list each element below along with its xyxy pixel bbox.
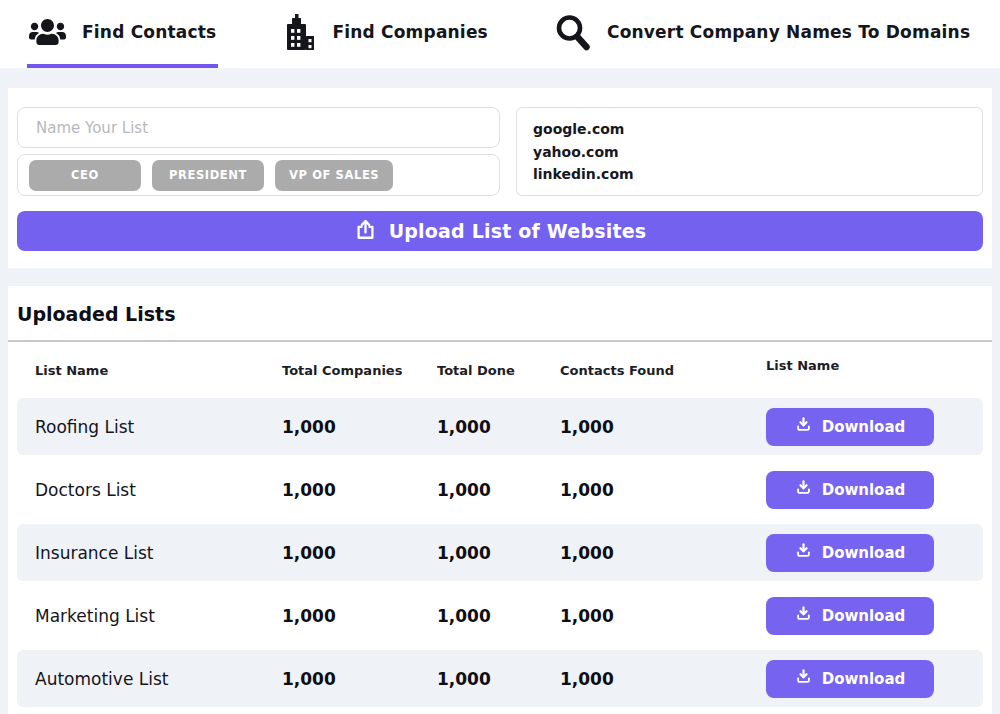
- row-list-name: Automotive List: [17, 669, 282, 689]
- column-header-download: List Name: [749, 358, 983, 373]
- download-button-label: Download: [822, 481, 906, 499]
- row-total-done: 1,000: [437, 543, 560, 563]
- row-total-companies: 1,000: [282, 543, 437, 563]
- table-row: Doctors List 1,000 1,000 1,000 Download: [17, 461, 983, 518]
- upload-icon: [354, 218, 377, 245]
- download-button[interactable]: Download: [766, 660, 934, 698]
- column-header-total-done: Total Done: [437, 363, 560, 378]
- row-contacts-found: 1,000: [560, 606, 749, 626]
- users-icon: [29, 17, 66, 47]
- tab-find-companies[interactable]: Find Companies: [280, 0, 490, 68]
- row-total-done: 1,000: [437, 480, 560, 500]
- row-contacts-found: 1,000: [560, 480, 749, 500]
- row-list-name: Marketing List: [17, 606, 282, 626]
- table-row: Insurance List 1,000 1,000 1,000 Downloa…: [17, 524, 983, 581]
- table-row: Automotive List 1,000 1,000 1,000 Downlo…: [17, 650, 983, 707]
- download-button-label: Download: [822, 544, 906, 562]
- uploaded-lists-title: Uploaded Lists: [17, 303, 983, 325]
- table-row: Roofing List 1,000 1,000 1,000 Download: [17, 398, 983, 455]
- uploaded-lists-panel: Uploaded Lists List Name Total Companies…: [8, 286, 992, 714]
- download-button-label: Download: [822, 418, 906, 436]
- download-button[interactable]: Download: [766, 408, 934, 446]
- list-builder-panel: CEO PRESIDENT VP OF SALES google.com yah…: [8, 88, 992, 268]
- tag-ceo[interactable]: CEO: [29, 160, 141, 191]
- download-icon: [795, 416, 812, 437]
- download-button-label: Download: [822, 670, 906, 688]
- tag-vp-of-sales[interactable]: VP OF SALES: [275, 160, 393, 191]
- row-total-done: 1,000: [437, 669, 560, 689]
- upload-button-label: Upload List of Websites: [389, 220, 647, 242]
- download-icon: [795, 605, 812, 626]
- download-button[interactable]: Download: [766, 471, 934, 509]
- download-button[interactable]: Download: [766, 534, 934, 572]
- job-title-tags-box: CEO PRESIDENT VP OF SALES: [17, 154, 500, 196]
- uploaded-lists-table: List Name Total Companies Total Done Con…: [8, 342, 992, 707]
- row-total-companies: 1,000: [282, 417, 437, 437]
- column-header-total-companies: Total Companies: [282, 363, 437, 378]
- row-total-companies: 1,000: [282, 606, 437, 626]
- tab-label: Find Contacts: [82, 22, 216, 42]
- table-header-row: List Name Total Companies Total Done Con…: [17, 342, 983, 398]
- row-contacts-found: 1,000: [560, 543, 749, 563]
- websites-input[interactable]: google.com yahoo.com linkedin.com: [516, 107, 983, 196]
- tag-president[interactable]: PRESIDENT: [152, 160, 264, 191]
- download-icon: [795, 479, 812, 500]
- table-body: Roofing List 1,000 1,000 1,000 Download …: [17, 398, 983, 707]
- table-row: Marketing List 1,000 1,000 1,000 Downloa…: [17, 587, 983, 644]
- column-header-contacts-found: Contacts Found: [560, 363, 749, 378]
- upload-list-button[interactable]: Upload List of Websites: [17, 211, 983, 251]
- tab-convert-domains[interactable]: Convert Company Names To Domains: [552, 0, 972, 68]
- row-total-companies: 1,000: [282, 480, 437, 500]
- row-list-name: Insurance List: [17, 543, 282, 563]
- row-total-done: 1,000: [437, 417, 560, 437]
- download-button[interactable]: Download: [766, 597, 934, 635]
- building-icon: [282, 12, 316, 52]
- row-total-companies: 1,000: [282, 669, 437, 689]
- search-icon: [554, 13, 591, 52]
- tab-label: Find Companies: [332, 22, 488, 42]
- tab-label: Convert Company Names To Domains: [607, 22, 970, 42]
- column-header-list-name: List Name: [17, 363, 282, 378]
- download-icon: [795, 668, 812, 689]
- row-list-name: Doctors List: [17, 480, 282, 500]
- row-total-done: 1,000: [437, 606, 560, 626]
- top-nav: Find Contacts Find Companies: [0, 0, 1000, 68]
- list-name-input[interactable]: [17, 107, 500, 148]
- row-list-name: Roofing List: [17, 417, 282, 437]
- tab-find-contacts[interactable]: Find Contacts: [27, 0, 218, 68]
- download-button-label: Download: [822, 607, 906, 625]
- row-contacts-found: 1,000: [560, 417, 749, 437]
- row-contacts-found: 1,000: [560, 669, 749, 689]
- download-icon: [795, 542, 812, 563]
